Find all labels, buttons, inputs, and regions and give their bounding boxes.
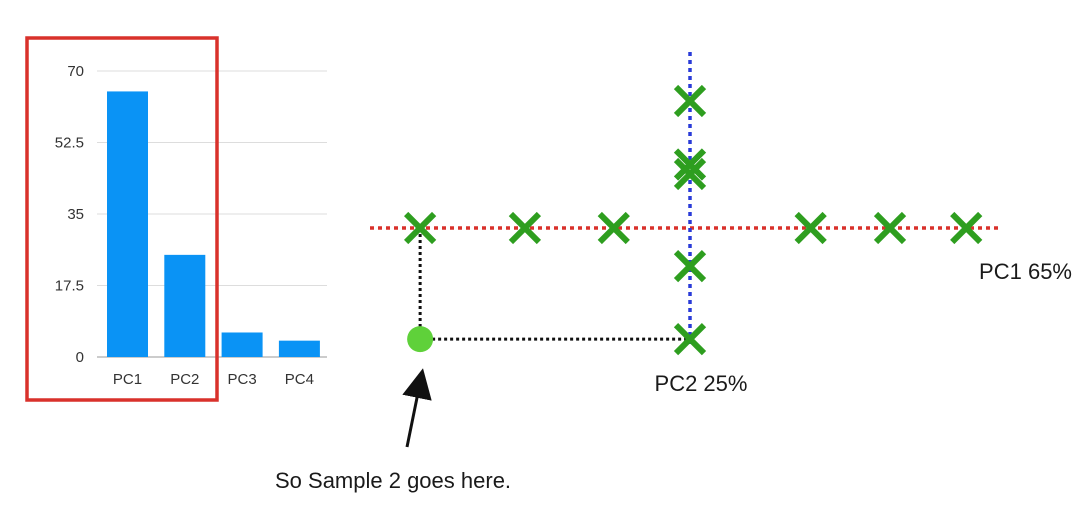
pc1-projection-marker [508,211,542,245]
annotation-text: So Sample 2 goes here. [275,468,511,493]
bar-pc3 [221,332,263,357]
bar-x-tick-labels: PC1 PC2 PC3 PC4 [113,371,314,388]
x-tick-label: PC1 [113,371,142,388]
pc2-projection-marker [673,157,707,191]
pc2-axis-label: PC2 25% [655,371,748,396]
y-tick-label: 0 [76,349,84,366]
y-tick-label: 52.5 [55,135,84,152]
pc1-projection-marker [950,211,983,245]
y-tick-label: 17.5 [55,278,84,295]
bar-pc4 [278,340,320,357]
pc2-projection-marker [673,84,707,118]
bar-y-tick-labels: 0 17.5 35 52.5 70 [55,63,84,366]
pc-projection-plot: PC1 65% PC2 25% So Sample 2 goes here. [275,52,1072,493]
pc1-projection-marker [794,211,827,245]
pc1-axis-label: PC1 65% [979,259,1072,284]
bar-series [107,91,320,357]
bar-pc1 [107,91,148,357]
annotation-arrow [402,368,432,448]
x-tick-label: PC2 [170,371,199,388]
x-tick-label: PC3 [228,371,257,388]
y-tick-label: 35 [67,206,84,223]
pc2-projection-marker [673,323,707,356]
sample-2-point [407,326,434,353]
highlight-box [25,36,219,402]
pc1-projection-marker [873,211,907,245]
pc1-projection-marker [597,211,630,245]
scree-bar-chart: 0 17.5 35 52.5 70 PC1 PC2 PC3 PC4 [25,36,327,402]
projection-lines [418,228,690,341]
y-tick-label: 70 [67,63,84,80]
bar-pc2 [164,254,206,357]
x-tick-label: PC4 [285,371,314,388]
data-markers [404,84,983,356]
pc2-projection-marker [673,148,707,181]
pc1-projection-marker [404,211,437,245]
pc2-projection-marker [673,249,707,283]
